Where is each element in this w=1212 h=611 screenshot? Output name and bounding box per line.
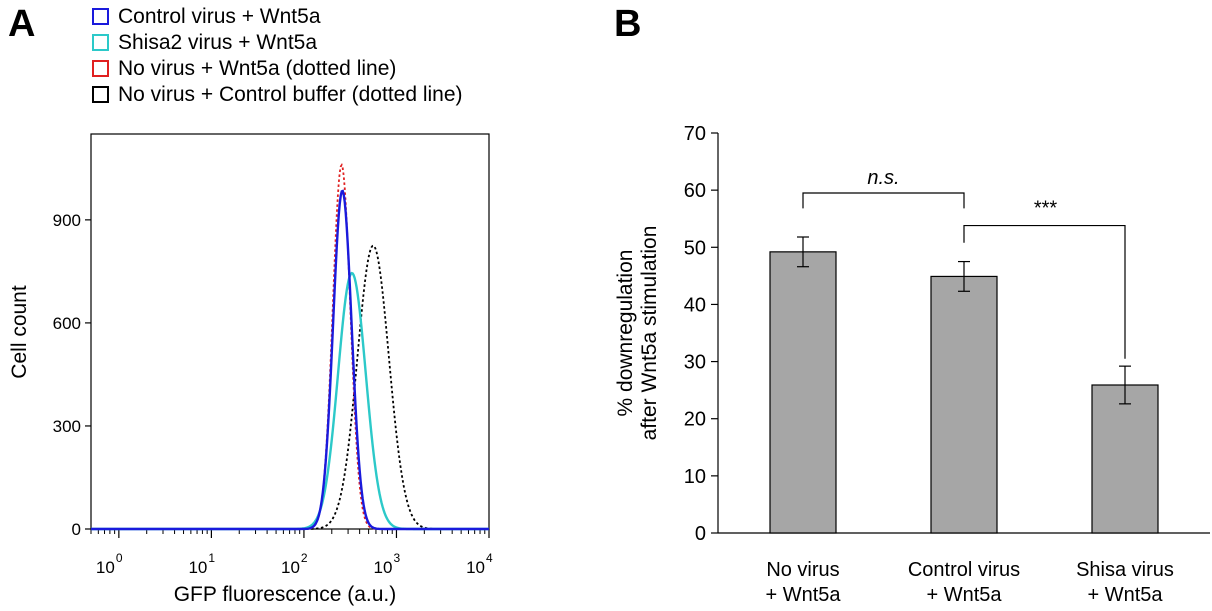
y-tick-label-300: 300 [53,417,81,436]
y-tick-label-60: 60 [684,180,706,202]
y-tick-label-50: 50 [684,237,706,259]
series-line-3 [91,162,489,530]
category-label-2-line1: Control virus [908,559,1020,581]
panel-b-y-axis-title-line1: % downregulation [614,250,637,417]
x-tick-exponent-2: 2 [301,551,308,565]
legend-swatch-2 [92,34,109,51]
legend-swatch-1 [92,8,109,25]
panel-a-y-axis: 0 300 600 900 [53,211,91,539]
bar-2 [930,275,998,534]
legend-swatch-4 [92,86,109,103]
x-tick-label-3: 10 [374,558,393,577]
category-label-1-line1: No virus [766,559,839,581]
panel-label-b: B [614,3,641,45]
panel-b-y-axis: 0 10 20 30 40 50 60 70 [684,123,718,545]
y-tick-label-0: 0 [695,523,706,545]
y-tick-label-10: 10 [684,466,706,488]
significance-bracket-1 [802,192,965,209]
significance-label-1: n.s. [867,167,899,189]
bar-3 [1091,384,1159,534]
significance-label-2: *** [1034,198,1058,220]
x-tick-label-4: 10 [466,558,485,577]
category-label-2-line2: + Wnt5a [926,584,1002,606]
x-tick-label-2: 10 [281,558,300,577]
legend-label-2: Shisa2 virus + Wnt5a [118,31,317,54]
y-tick-label-600: 600 [53,314,81,333]
panel-b-significance: n.s. *** [802,167,1126,359]
bar-1 [769,251,837,534]
y-tick-label-20: 20 [684,409,706,431]
significance-bracket-2 [963,224,1126,359]
panel-b-bars [769,236,1159,534]
x-tick-exponent-4: 4 [486,551,493,565]
panel-b-chart: 0 10 20 30 40 50 60 70 n.s. *** No virus + Wnt5a C… [614,123,1210,606]
y-tick-label-70: 70 [684,123,706,145]
x-tick-label-0: 10 [96,558,115,577]
panel-a-series [91,162,489,531]
x-tick-exponent-0: 0 [116,551,123,565]
panel-a-x-axis-title: GFP fluorescence (a.u.) [174,583,397,606]
legend-label-3: No virus + Wnt5a (dotted line) [118,57,396,80]
panel-a-x-axis: 10 0 10 1 10 2 10 3 10 4 [90,529,493,577]
category-label-3-line1: Shisa virus [1076,559,1174,581]
series-line-4 [91,244,489,530]
panel-a-legend: Control virus + Wnt5a Shisa2 virus + Wnt5… [92,5,463,106]
panel-b-x-axis-labels: No virus + Wnt5a Control virus + Wnt5a Shisa… [765,559,1173,606]
series-line-1 [91,189,489,531]
category-label-1-line2: + Wnt5a [765,584,841,606]
y-tick-label-30: 30 [684,352,706,374]
series-line-2 [91,271,489,531]
panel-a-plot-frame [90,133,490,530]
x-tick-exponent-1: 1 [208,551,215,565]
legend-label-4: No virus + Control buffer (dotted line) [118,83,463,106]
y-tick-label-40: 40 [684,294,706,316]
panel-b-y-axis-title-line2: after Wnt5a stimulation [638,226,661,441]
y-tick-label-0: 0 [72,520,81,539]
y-tick-label-900: 900 [53,211,81,230]
legend-swatch-3 [92,60,109,77]
legend-label-1: Control virus + Wnt5a [118,5,321,28]
category-label-3-line2: + Wnt5a [1087,584,1163,606]
panel-label-a: A [8,3,35,45]
x-tick-label-1: 10 [188,558,207,577]
x-tick-exponent-3: 3 [393,551,400,565]
panel-a-chart: Control virus + Wnt5a Shisa2 virus + Wnt5… [8,5,493,606]
panel-a-y-axis-title: Cell count [8,285,31,379]
